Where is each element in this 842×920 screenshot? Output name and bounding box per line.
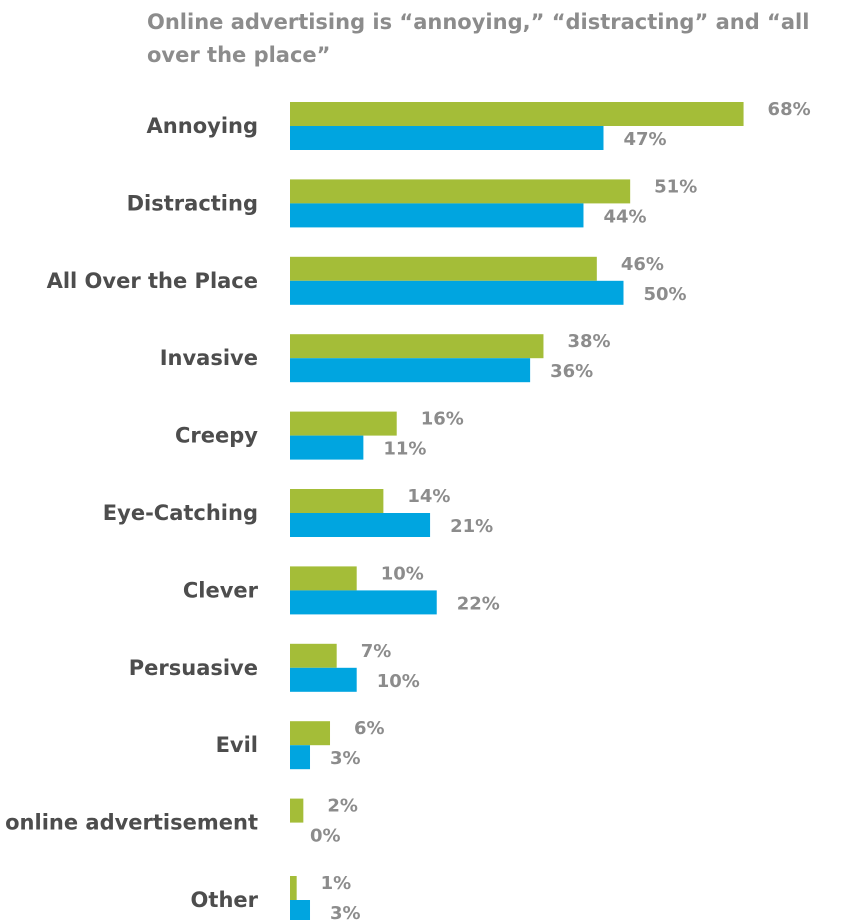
bar-green — [290, 102, 744, 126]
value-label-blue: 3% — [330, 748, 361, 769]
category-label: Persuasive — [129, 656, 258, 680]
bars-layer: Annoying 68% 47% Distracting 51% 44% All Over … — [0, 99, 811, 920]
bar-green — [290, 256, 597, 281]
value-label-green: 14% — [407, 486, 450, 507]
bar-green — [290, 179, 631, 204]
value-label-green: 7% — [361, 641, 392, 662]
bar-green — [290, 411, 397, 436]
bar-green — [290, 566, 357, 591]
category-label: All Over the Place — [47, 269, 258, 293]
value-label-blue: 10% — [377, 671, 420, 692]
value-label-green: 16% — [421, 409, 464, 430]
value-label-green: 1% — [321, 873, 352, 894]
value-label-blue: 47% — [623, 129, 666, 150]
category-label: Invasive — [160, 346, 258, 370]
bar-blue — [290, 745, 311, 770]
category-label: Eye-Catching — [103, 501, 258, 525]
bar-green — [290, 721, 331, 746]
category-label: Clever — [183, 578, 259, 602]
value-label-blue: 0% — [310, 826, 341, 847]
bar-green — [290, 334, 544, 359]
value-label-green: 2% — [327, 796, 358, 817]
bar-blue — [290, 590, 437, 615]
category-label: Other — [191, 888, 259, 912]
category-label: I've never noticed an online advertiseme… — [0, 811, 258, 835]
bar-blue — [290, 126, 604, 150]
value-label-green: 10% — [381, 563, 424, 584]
category-label: Creepy — [175, 424, 258, 448]
chart-title: Online advertising is “annoying,” “distr… — [147, 10, 810, 67]
bar-blue — [290, 513, 431, 537]
bar-green — [290, 876, 297, 900]
value-label-green: 46% — [621, 254, 664, 275]
bar-blue — [290, 280, 624, 305]
bar-blue — [290, 358, 531, 383]
value-label-blue: 21% — [450, 516, 493, 537]
category-label: Evil — [216, 733, 258, 757]
bar-blue — [290, 900, 311, 920]
value-label-blue: 50% — [644, 284, 687, 305]
bar-blue — [290, 667, 357, 692]
value-label-green: 38% — [567, 331, 610, 352]
bar-blue — [290, 435, 364, 460]
value-label-blue: 44% — [603, 206, 646, 227]
bar-blue — [290, 203, 584, 228]
category-label: Annoying — [147, 114, 258, 138]
value-label-blue: 36% — [550, 361, 593, 382]
bar-green — [290, 798, 304, 823]
value-label-blue: 22% — [457, 593, 500, 614]
value-label-green: 6% — [354, 718, 385, 739]
value-label-green: 51% — [654, 176, 697, 197]
bar-green — [290, 489, 384, 513]
value-label-blue: 11% — [383, 439, 426, 460]
bar-green — [290, 643, 337, 668]
category-label: Distracting — [127, 191, 258, 215]
value-label-blue: 3% — [330, 903, 361, 920]
value-label-green: 68% — [768, 99, 811, 120]
